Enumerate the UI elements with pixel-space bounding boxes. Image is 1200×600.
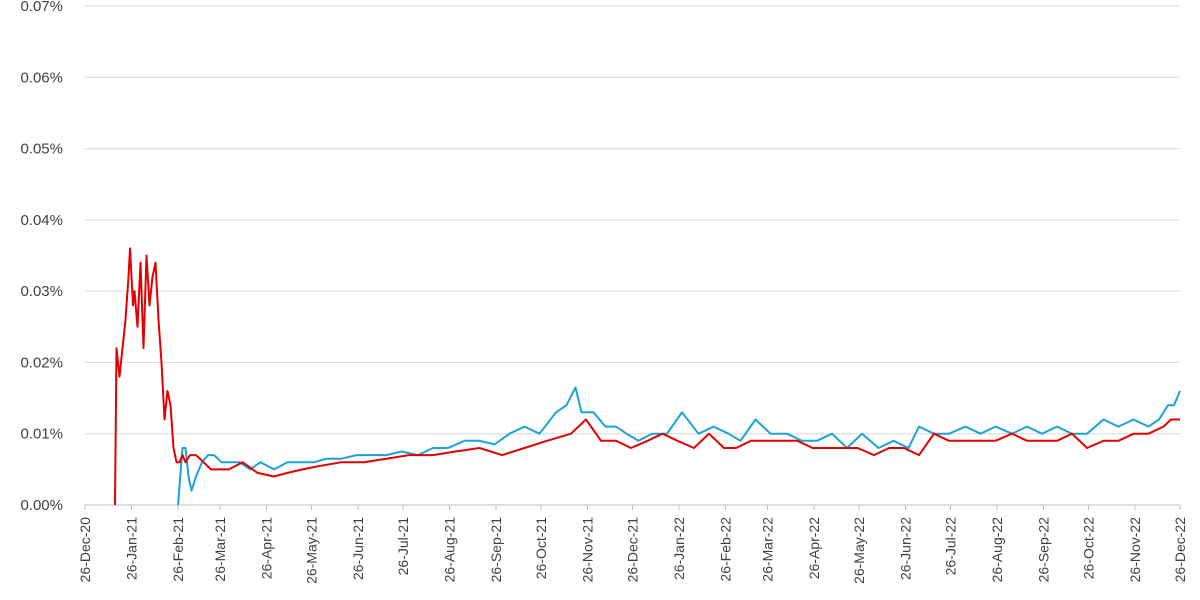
y-tick-label: 0.00% [20, 497, 63, 514]
y-axis-ticks: 0.00% 0.01% 0.02% 0.03% 0.04% 0.05% 0.06% 0.07% [20, 0, 63, 514]
x-tick-label: 26-Nov-22 [1127, 517, 1143, 583]
x-tick-label: 26-Dec-20 [77, 517, 93, 583]
x-tick-label: 26-Dec-22 [1172, 517, 1188, 583]
x-tick-label: 26-May-22 [851, 517, 867, 584]
y-tick-label: 0.07% [20, 0, 63, 15]
x-tick-label: 26-Jan-21 [124, 517, 140, 580]
x-tick-label: 26-Aug-22 [989, 517, 1005, 583]
x-tick-label: 26-Apr-21 [259, 517, 275, 579]
x-tick-label: 26-Mar-22 [760, 517, 776, 582]
x-axis-ticks: 26-Dec-20 26-Jan-21 26-Feb-21 26-Mar-21 26-A… [77, 517, 1188, 584]
y-tick-label: 0.04% [20, 212, 63, 229]
y-tick-label: 0.06% [20, 69, 63, 86]
x-tick-label: 26-Oct-22 [1081, 517, 1097, 579]
x-tick-label: 26-Apr-22 [806, 517, 822, 579]
y-tick-label: 0.01% [20, 426, 63, 443]
y-tick-label: 0.03% [20, 283, 63, 300]
x-tick-label: 26-Sep-22 [1036, 517, 1052, 583]
x-tick-label: 26-Feb-22 [718, 517, 734, 582]
x-tick-label: 26-Feb-21 [170, 517, 186, 582]
series-line-blue [177, 386, 1181, 506]
gridlines [85, 5, 1180, 435]
x-tick-label: 26-Mar-21 [212, 517, 228, 582]
x-axis [84, 504, 1181, 510]
x-tick-label: 26-Oct-21 [533, 517, 549, 579]
x-tick-label: 26-Jul-22 [943, 517, 959, 576]
x-tick-label: 26-Jul-21 [395, 517, 411, 576]
x-tick-label: 26-Nov-21 [580, 517, 596, 583]
y-tick-label: 0.05% [20, 141, 63, 158]
x-tick-label: 26-May-21 [304, 517, 320, 584]
x-tick-label: 26-Jan-22 [671, 517, 687, 580]
x-tick-label: 26-Jun-21 [350, 517, 366, 580]
x-tick-label: 26-Aug-21 [442, 517, 458, 583]
y-tick-label: 0.02% [20, 354, 63, 371]
x-tick-label: 26-Jun-22 [898, 517, 914, 580]
x-tick-label: 26-Dec-21 [625, 517, 641, 583]
series-lines [114, 247, 1181, 506]
series-line-red [114, 247, 1180, 506]
x-tick-label: 26-Sep-21 [488, 517, 504, 583]
